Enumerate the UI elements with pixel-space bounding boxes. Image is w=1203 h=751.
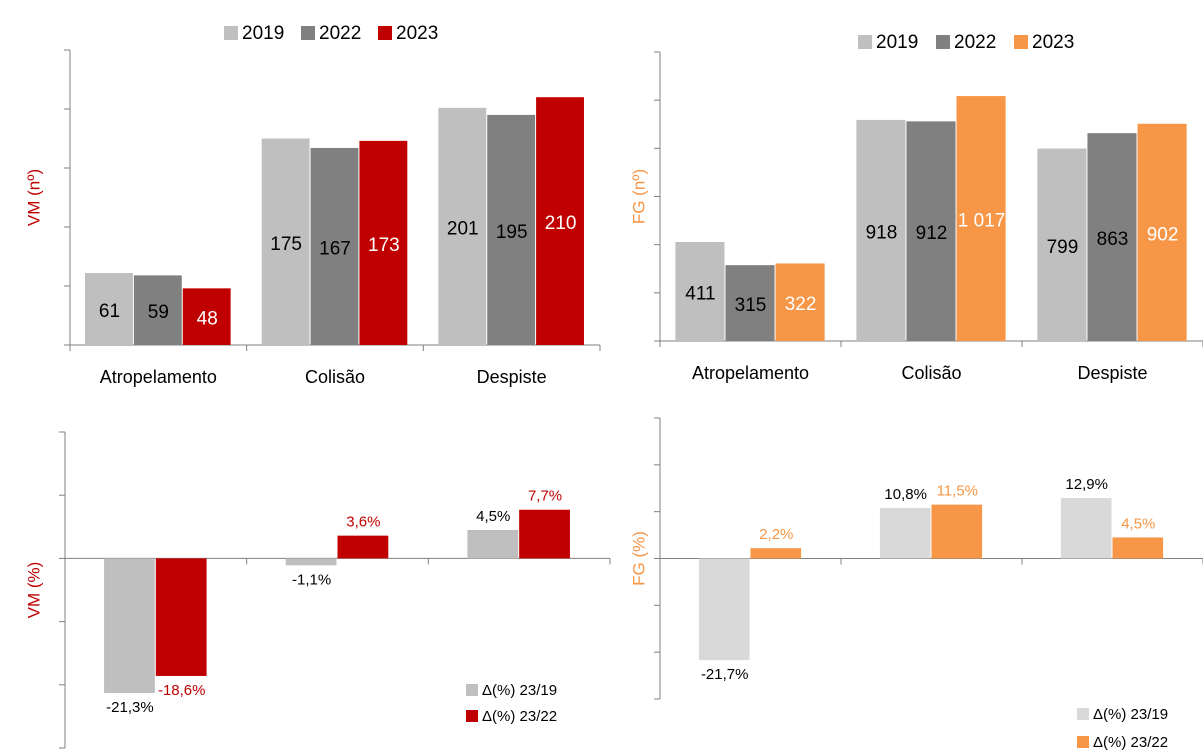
x-tick-label: Atropelamento [100,367,217,387]
legend-swatch [301,26,315,40]
legend-label: 2019 [876,32,918,53]
data-label: 918 [866,222,898,243]
bar [725,265,775,341]
x-tick-label: Atropelamento [692,363,809,383]
data-label: -1,1% [292,571,331,588]
data-label: 11,5% [937,483,978,500]
bar [931,504,983,559]
data-label: 210 [545,213,577,234]
data-label: -18,6% [158,682,206,699]
data-label: 2,2% [759,526,793,543]
legend-label: Δ(%) 23/22 [482,708,557,725]
y-axis-label: VM (nº) [24,169,43,226]
bar [519,509,570,559]
data-label: 201 [447,218,479,239]
legend-label: 2019 [242,23,284,44]
bar [1137,123,1187,341]
legend-label: Δ(%) 23/19 [1093,706,1168,723]
data-label: 322 [785,294,817,315]
data-label: -21,7% [701,666,749,683]
bar [261,138,310,345]
y-axis-label: VM (%) [24,562,43,619]
data-label: 167 [319,238,351,259]
legend-swatch [378,26,392,40]
x-tick-label: Despiste [477,367,547,387]
bar [438,107,487,345]
legend-swatch [466,710,478,722]
data-label: 411 [685,284,715,305]
bar [775,263,825,341]
bar [750,548,802,559]
data-label: 61 [99,301,120,322]
legend-swatch [1014,35,1028,49]
legend-swatch [1077,736,1089,748]
bar [487,114,536,346]
bar [879,507,931,559]
data-label: 195 [496,222,528,243]
bar [359,140,408,345]
bar [956,96,1006,341]
bar [104,558,155,694]
y-axis-label: FG (nº) [629,169,648,224]
legend-swatch [224,26,238,40]
legend-label: 2022 [954,32,996,53]
bar [906,121,956,341]
data-label: 902 [1147,224,1179,245]
legend-swatch [466,684,478,696]
legend-label: Δ(%) 23/22 [1093,734,1168,751]
data-label: 173 [368,235,400,256]
data-label: 3,6% [346,514,380,531]
bar [133,275,182,345]
bar [310,147,359,345]
data-label: 48 [197,309,218,330]
legend-swatch [858,35,872,49]
data-label: 4,5% [1121,515,1155,532]
data-label: 315 [735,295,767,316]
bar [467,529,519,559]
x-tick-label: Colisão [305,367,365,387]
bar [675,242,725,341]
legend-label: 2022 [319,23,361,44]
x-tick-label: Despiste [1077,363,1147,383]
bar [182,288,231,345]
data-label: 59 [148,302,169,323]
data-label: 799 [1047,237,1079,258]
data-label: 1 017 [958,211,1006,232]
bar [337,535,389,559]
bar [536,97,584,345]
bar [698,558,750,661]
data-label: 12,9% [1065,476,1108,493]
bar [85,273,133,345]
bar [155,558,207,676]
legend-label: Δ(%) 23/19 [482,682,557,699]
legend-label: 2023 [1032,32,1074,53]
data-label: 912 [916,223,948,244]
data-label: 863 [1097,229,1129,250]
bar [285,558,337,566]
data-label: -21,3% [106,699,154,716]
bar [1112,537,1164,559]
x-tick-label: Colisão [901,363,961,383]
legend-swatch [1077,708,1089,720]
bar [856,119,906,341]
data-label: 10,8% [884,486,927,503]
data-label: 175 [270,234,302,255]
data-label: 4,5% [476,508,510,525]
bar [1060,498,1112,559]
legend-swatch [936,35,950,49]
data-label: 7,7% [528,488,562,505]
y-axis-label: FG (%) [629,531,648,586]
legend-label: 2023 [396,23,438,44]
bar [1087,133,1137,341]
bar [1037,148,1087,341]
